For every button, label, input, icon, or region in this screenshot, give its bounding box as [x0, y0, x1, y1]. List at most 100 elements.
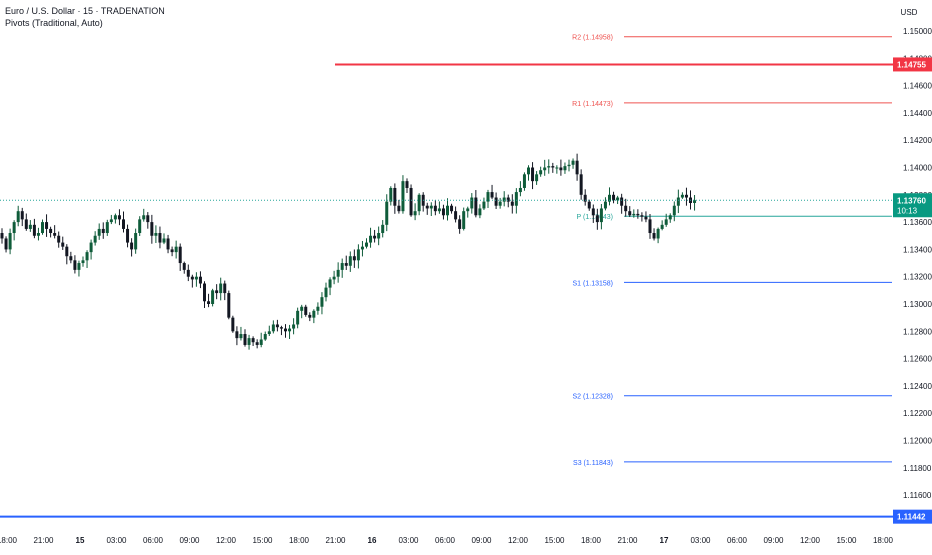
candle-body	[433, 205, 437, 212]
candle-body	[543, 167, 547, 171]
chart-canvas[interactable]: R2 (1.14958) R1 (1.14473) P (1.13643) S1 (1…	[0, 0, 893, 526]
chart-area[interactable]: R2 (1.14958) R1 (1.14473) P (1.13643) S1 (1…	[0, 0, 893, 526]
candle-body	[518, 187, 522, 193]
candle-body	[138, 219, 142, 234]
candle-body	[85, 252, 89, 261]
candle-body	[466, 208, 470, 212]
candle-body	[462, 211, 466, 229]
candle-body	[328, 279, 332, 288]
candle-body	[275, 324, 279, 328]
candle-body	[547, 166, 551, 168]
y-tick-label: 1.14000	[903, 164, 932, 173]
candle-body	[490, 192, 494, 198]
candle-body	[628, 211, 632, 216]
x-tick-label: 03:00	[398, 536, 419, 545]
candle-body	[514, 192, 518, 206]
candle-body	[288, 328, 292, 332]
candle-body	[599, 208, 603, 223]
candle-body	[454, 211, 458, 220]
candle-body	[579, 174, 583, 195]
candle-body	[571, 160, 575, 165]
time-axis[interactable]: 18:00 21:00 15 03:00 06:00 09:00 12:00 15:00 18:…	[0, 526, 894, 550]
candle-body	[616, 197, 620, 201]
candle-body	[620, 197, 624, 206]
candle-body	[640, 215, 644, 217]
candle-body	[8, 233, 12, 250]
candle-body	[365, 242, 368, 247]
candle-body	[441, 208, 445, 216]
candle-body	[397, 205, 401, 212]
candle-body	[194, 276, 198, 280]
candle-body	[57, 235, 61, 243]
candle-body	[304, 306, 308, 315]
pivot-label: S2 (1.12328)	[573, 394, 613, 401]
x-tick-label: 18:00	[0, 536, 18, 545]
candle-body	[583, 194, 587, 202]
candle-body	[247, 338, 251, 345]
candle-body	[429, 205, 433, 209]
candle-body	[486, 192, 490, 202]
bar-countdown: 10:13	[897, 206, 918, 215]
candle-body	[555, 167, 559, 169]
currency-button[interactable]: USD	[900, 7, 918, 17]
candle-body	[498, 201, 502, 206]
candle-body	[608, 194, 611, 202]
candle-body	[356, 249, 360, 261]
candle-body	[672, 205, 676, 216]
pivot-label: P (1.13643)	[577, 214, 613, 221]
candle-body	[239, 334, 243, 339]
y-tick-label: 1.13400	[903, 245, 932, 254]
x-tick-label: 09:00	[179, 536, 200, 545]
x-tick-label: 03:00	[690, 536, 711, 545]
candle-body	[122, 219, 125, 229]
candle-body	[352, 256, 356, 261]
candle-body	[198, 276, 202, 284]
candle-body	[203, 283, 206, 302]
alert-price-badge	[893, 57, 932, 72]
candle-body	[409, 187, 413, 216]
indicator-legend[interactable]: Pivots (Traditional, Auto)	[5, 18, 103, 28]
candle-body	[567, 164, 571, 167]
candle-body	[680, 194, 684, 198]
time-axis-canvas: 18:00 21:00 15 03:00 06:00 09:00 12:00 15:00 18:…	[0, 536, 894, 545]
candle-body	[332, 276, 336, 280]
candle-body	[267, 331, 271, 335]
candle-body	[178, 246, 182, 264]
candle-body	[292, 324, 296, 329]
pivot-label: R1 (1.14473)	[572, 101, 613, 108]
candle-body	[506, 197, 510, 202]
candle-body	[656, 228, 660, 239]
x-tick-label: 12:00	[508, 536, 529, 545]
candle-body	[336, 269, 340, 277]
y-tick-label: 1.13200	[903, 273, 932, 282]
y-tick-label: 1.14600	[903, 82, 932, 91]
candle-body	[684, 194, 688, 198]
alert-price-label: 1.14755	[897, 60, 926, 69]
candle-body	[81, 260, 85, 264]
candle-body	[32, 224, 36, 236]
candle-body	[660, 224, 664, 229]
candle-body	[28, 224, 32, 229]
candle-body	[146, 215, 150, 223]
candle-body	[676, 197, 680, 206]
x-tick-label: 18:00	[289, 536, 310, 545]
x-tick-label: 09:00	[763, 536, 784, 545]
symbol-title[interactable]: Euro / U.S. Dollar · 15 · TRADENATION	[5, 6, 165, 16]
candle-body	[231, 317, 235, 332]
candle-body	[636, 213, 640, 216]
candle-body	[101, 228, 105, 234]
candle-body	[377, 233, 381, 239]
candle-body	[446, 205, 449, 216]
candle-body	[259, 339, 263, 345]
candle-body	[235, 331, 239, 339]
candle-body	[211, 290, 215, 304]
candle-body	[385, 201, 389, 225]
candle-body	[182, 263, 186, 270]
y-tick-label: 1.12200	[903, 409, 932, 418]
candle-body	[389, 187, 393, 202]
candle-body	[162, 238, 166, 243]
candle-body	[271, 324, 275, 332]
price-axis[interactable]: 1.150001.148001.146001.144001.142001.140…	[893, 0, 932, 526]
candle-body	[316, 306, 320, 311]
y-tick-label: 1.12600	[903, 355, 932, 364]
